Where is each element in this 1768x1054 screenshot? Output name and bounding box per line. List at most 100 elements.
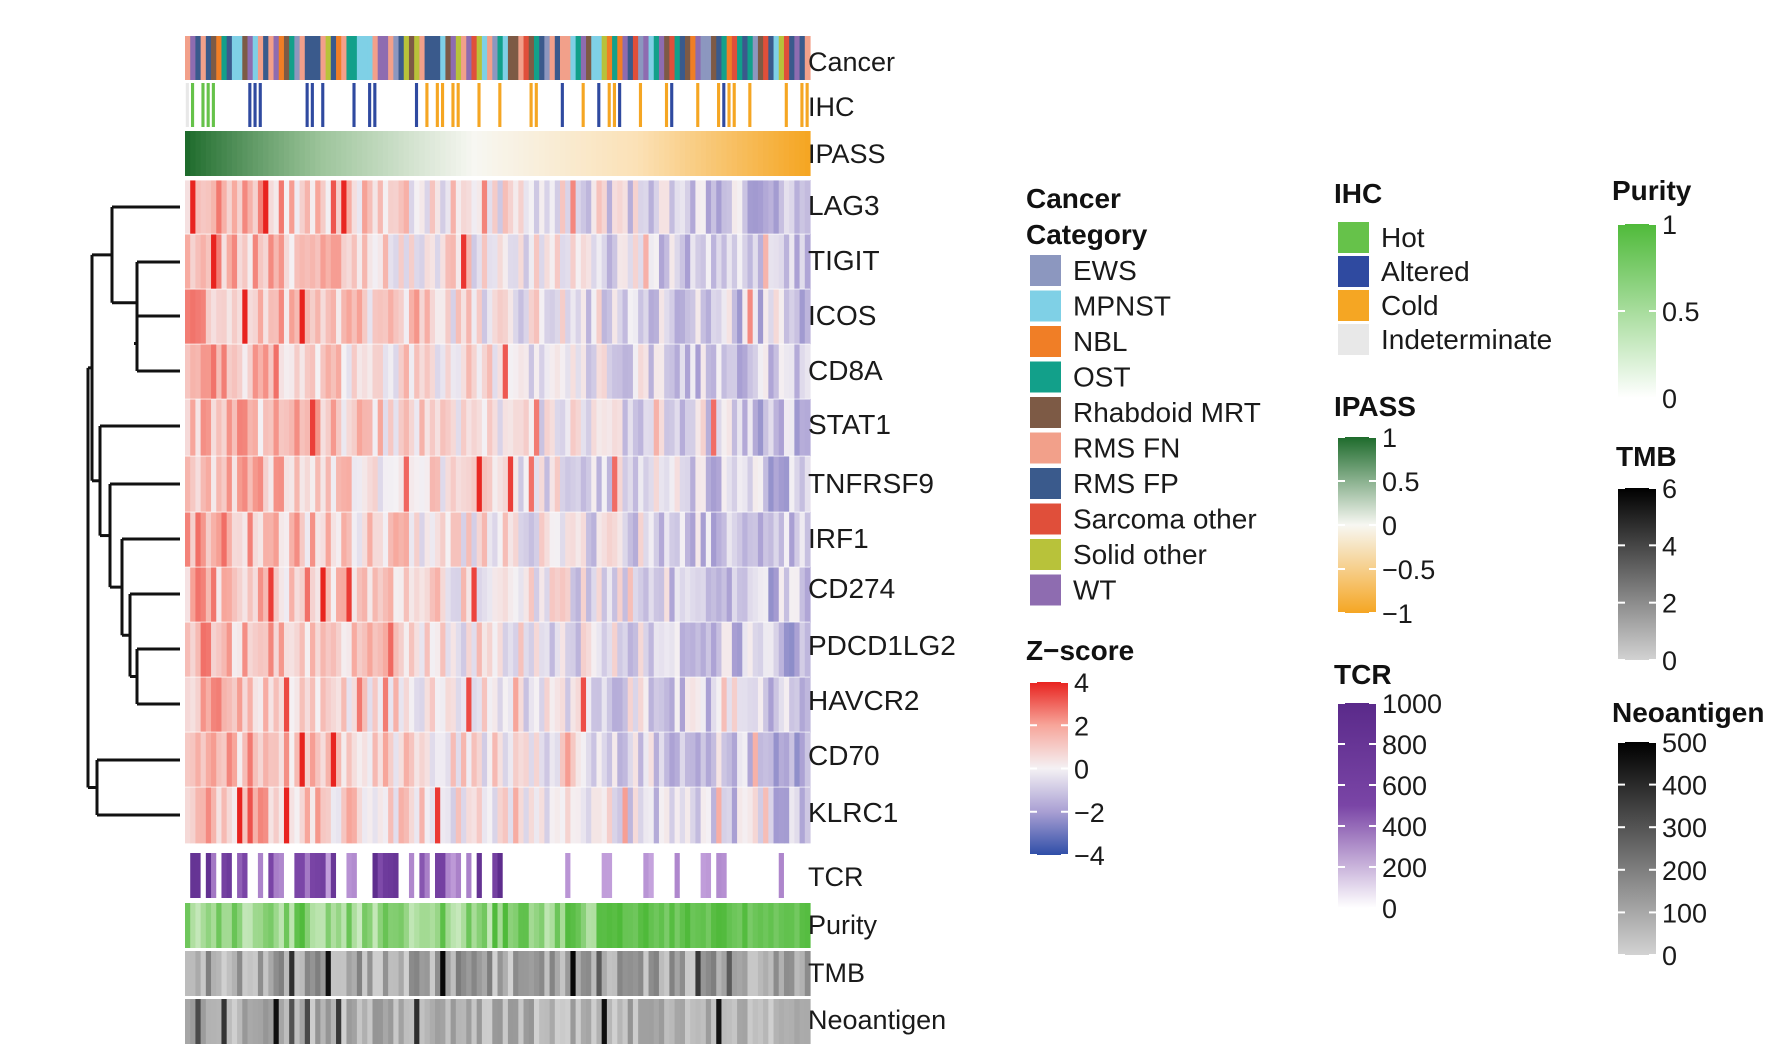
- neoantigen-cell: [580, 999, 587, 1044]
- heatmap-cell: [476, 399, 483, 457]
- heatmap-cell: [580, 180, 587, 235]
- heatmap-cell: [674, 234, 681, 290]
- heatmap-cell: [570, 512, 577, 568]
- heatmap-cell: [726, 399, 733, 457]
- neoantigen-cell: [549, 999, 556, 1044]
- cancer-cell: [757, 36, 764, 80]
- neoantigen-cell: [221, 999, 228, 1044]
- neoantigen-cell: [440, 999, 447, 1044]
- ipass-cell: [205, 131, 212, 176]
- heatmap-cell: [580, 622, 587, 678]
- heatmap-cell: [711, 180, 717, 235]
- neoantigen-cell: [799, 999, 806, 1044]
- heatmap-cell: [226, 787, 233, 844]
- tcr-cell: [539, 853, 545, 898]
- heatmap-cell: [737, 787, 743, 844]
- heatmap-cell: [263, 787, 269, 844]
- purity-cell: [658, 903, 665, 948]
- heatmap-cell: [664, 289, 670, 345]
- heatmap-cell: [226, 289, 233, 345]
- heatmap-cell: [586, 732, 592, 788]
- heatmap-cell: [471, 567, 478, 623]
- cancer-cell: [586, 36, 592, 80]
- heatmap-cell: [278, 180, 285, 235]
- tcr-cell: [757, 853, 764, 898]
- heatmap-cell: [362, 344, 368, 400]
- legend-title: Z−score: [1026, 635, 1134, 666]
- tmb-cell: [539, 951, 545, 996]
- heatmap-cell: [752, 399, 759, 457]
- ipass-cell: [211, 131, 217, 176]
- heatmap-cell: [195, 289, 202, 345]
- ipass-cell: [351, 131, 358, 176]
- ipass-cell: [320, 131, 327, 176]
- heatmap-cell: [549, 180, 556, 235]
- heatmap-cell: [408, 732, 415, 788]
- heatmap-cell: [575, 787, 582, 844]
- row-separator: [185, 455, 810, 457]
- cancer-cell: [518, 36, 525, 80]
- tmb-cell: [700, 951, 707, 996]
- purity-cell: [632, 903, 639, 948]
- heatmap-cell: [513, 622, 519, 678]
- heatmap-cell: [612, 234, 618, 290]
- heatmap-cell: [763, 289, 769, 345]
- ipass-cell: [783, 131, 790, 176]
- heatmap-cell: [450, 399, 457, 457]
- heatmap-cell: [315, 787, 322, 844]
- tmb-cell: [185, 951, 191, 996]
- heatmap-cell: [445, 399, 452, 457]
- heatmap-cell: [742, 234, 749, 290]
- heatmap-cell: [299, 787, 306, 844]
- heatmap-cell: [799, 234, 806, 290]
- tmb-cell: [341, 951, 348, 996]
- tmb-cell: [653, 951, 660, 996]
- heatmap-cell: [591, 399, 598, 457]
- purity-cell: [643, 903, 650, 948]
- heatmap-cell: [643, 289, 650, 345]
- ihc-cell: [190, 83, 195, 127]
- heatmap-cell: [268, 567, 275, 623]
- heatmap-cell: [492, 456, 499, 513]
- heatmap-cell: [731, 512, 738, 568]
- heatmap-cell: [721, 622, 728, 678]
- ihc-cell: [310, 83, 314, 127]
- heatmap-cell: [773, 732, 780, 788]
- purity-cell: [679, 903, 686, 948]
- heatmap-cell: [565, 567, 572, 623]
- heatmap-cell: [606, 289, 613, 345]
- heatmap-cell: [231, 399, 238, 457]
- heatmap-cell: [216, 732, 223, 788]
- heatmap-cell: [700, 344, 707, 400]
- heatmap-cell: [372, 512, 379, 568]
- tcr-cell: [742, 853, 749, 898]
- heatmap-cell: [408, 289, 415, 345]
- neoantigen-cell: [570, 999, 577, 1044]
- heatmap-cell: [695, 732, 702, 788]
- colorbar-tick-label: 600: [1382, 771, 1427, 801]
- heatmap-cell: [237, 344, 243, 400]
- ipass-cell: [226, 131, 233, 176]
- neoantigen-cell: [294, 999, 301, 1044]
- heatmap-cell: [643, 180, 650, 235]
- heatmap-cell: [393, 567, 400, 623]
- cancer-cell: [476, 36, 483, 80]
- ipass-cell: [757, 131, 764, 176]
- heatmap-cell: [408, 180, 415, 235]
- heatmap-cell: [799, 567, 806, 623]
- heatmap-cell: [393, 180, 400, 235]
- heatmap-cell: [507, 289, 514, 345]
- ipass-cell: [398, 131, 405, 176]
- heatmap-cell: [351, 456, 358, 513]
- heatmap-cell: [575, 567, 582, 623]
- tmb-cell: [711, 951, 717, 996]
- heatmap-cell: [190, 399, 197, 457]
- heatmap-cell: [461, 289, 467, 345]
- heatmap-cell: [783, 732, 790, 788]
- tcr-cell: [726, 853, 733, 898]
- ipass-cell: [606, 131, 613, 176]
- heatmap-cell: [622, 289, 629, 345]
- purity-cell: [757, 903, 764, 948]
- heatmap-cell: [591, 787, 598, 844]
- heatmap-cell: [310, 399, 316, 457]
